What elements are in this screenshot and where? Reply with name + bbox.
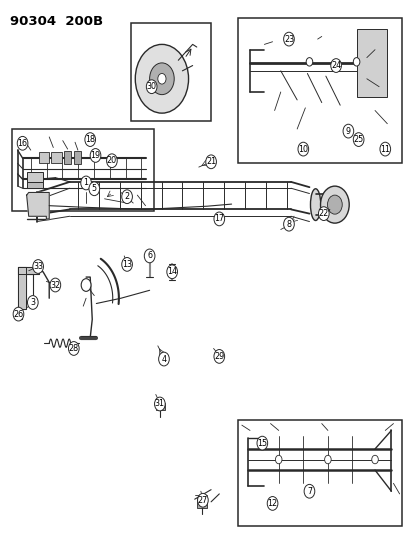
Circle shape [17, 136, 28, 150]
Text: 26: 26 [13, 310, 24, 319]
Bar [237, 18, 401, 164]
Circle shape [330, 59, 341, 72]
Bar [64, 151, 71, 165]
Circle shape [306, 58, 312, 66]
Circle shape [324, 455, 330, 464]
Text: 7: 7 [306, 487, 311, 496]
Bar [12, 129, 153, 211]
Circle shape [158, 352, 169, 366]
Text: 20: 20 [107, 156, 117, 165]
Bar [356, 29, 387, 98]
Bar [51, 152, 62, 164]
Circle shape [89, 182, 100, 196]
Circle shape [144, 249, 154, 263]
Circle shape [27, 296, 38, 309]
Circle shape [135, 44, 188, 113]
Polygon shape [18, 266, 26, 319]
Circle shape [256, 436, 267, 450]
Text: 21: 21 [206, 157, 216, 166]
Circle shape [90, 149, 101, 163]
Text: 30: 30 [146, 82, 156, 91]
Circle shape [304, 484, 314, 498]
Text: 3: 3 [30, 298, 35, 307]
Text: 33: 33 [33, 262, 43, 271]
Text: 13: 13 [122, 260, 132, 269]
Circle shape [267, 497, 277, 510]
Circle shape [50, 278, 61, 292]
Circle shape [342, 124, 353, 138]
Circle shape [121, 190, 132, 204]
Text: 18: 18 [85, 135, 95, 144]
Text: 12: 12 [267, 499, 277, 508]
Text: 14: 14 [167, 267, 177, 276]
Circle shape [320, 186, 349, 223]
Circle shape [318, 207, 328, 221]
Bar [196, 498, 206, 508]
Text: 27: 27 [197, 496, 207, 505]
Text: 8: 8 [286, 220, 291, 229]
Circle shape [33, 260, 43, 273]
Circle shape [81, 279, 91, 292]
Text: 11: 11 [380, 144, 389, 154]
Ellipse shape [310, 189, 320, 221]
Text: 5: 5 [92, 184, 97, 193]
Polygon shape [18, 266, 39, 274]
Circle shape [214, 350, 224, 364]
Circle shape [121, 257, 132, 271]
Circle shape [275, 455, 281, 464]
Circle shape [146, 80, 157, 94]
Circle shape [283, 32, 294, 46]
Bar [237, 420, 401, 526]
Text: 6: 6 [147, 252, 152, 261]
Bar [131, 23, 211, 121]
Circle shape [13, 307, 24, 321]
Circle shape [297, 142, 308, 156]
Circle shape [197, 494, 208, 507]
Text: 15: 15 [256, 439, 267, 448]
Circle shape [157, 74, 166, 84]
Circle shape [68, 342, 79, 356]
Bar [26, 182, 43, 188]
Circle shape [123, 259, 131, 270]
Text: 90304  200B: 90304 200B [10, 15, 103, 28]
Text: 28: 28 [69, 344, 78, 353]
Text: 10: 10 [298, 144, 308, 154]
Text: 24: 24 [330, 61, 340, 70]
Circle shape [106, 154, 117, 167]
Text: 22: 22 [318, 209, 328, 218]
Circle shape [154, 397, 165, 411]
Text: 25: 25 [353, 135, 363, 144]
Text: 1: 1 [83, 179, 88, 188]
Circle shape [205, 155, 216, 168]
Text: 23: 23 [283, 35, 293, 44]
Text: 4: 4 [161, 354, 166, 364]
Text: 31: 31 [154, 400, 164, 408]
Circle shape [283, 217, 294, 231]
Text: 2: 2 [124, 192, 129, 201]
Circle shape [85, 133, 95, 147]
Text: 17: 17 [214, 214, 224, 223]
Text: 32: 32 [50, 280, 60, 289]
Text: 29: 29 [214, 352, 224, 361]
Circle shape [327, 195, 342, 214]
Circle shape [81, 176, 91, 190]
Bar [74, 151, 81, 165]
Circle shape [149, 63, 174, 95]
Circle shape [379, 142, 389, 156]
Bar [155, 403, 164, 410]
Circle shape [352, 133, 363, 147]
Text: 19: 19 [90, 151, 100, 160]
Text: 9: 9 [345, 127, 350, 135]
Circle shape [352, 58, 359, 66]
Circle shape [214, 212, 224, 226]
Polygon shape [26, 192, 49, 219]
Circle shape [371, 455, 377, 464]
Text: 16: 16 [17, 139, 28, 148]
Bar [39, 152, 49, 164]
Bar [26, 172, 43, 182]
Circle shape [166, 265, 177, 279]
